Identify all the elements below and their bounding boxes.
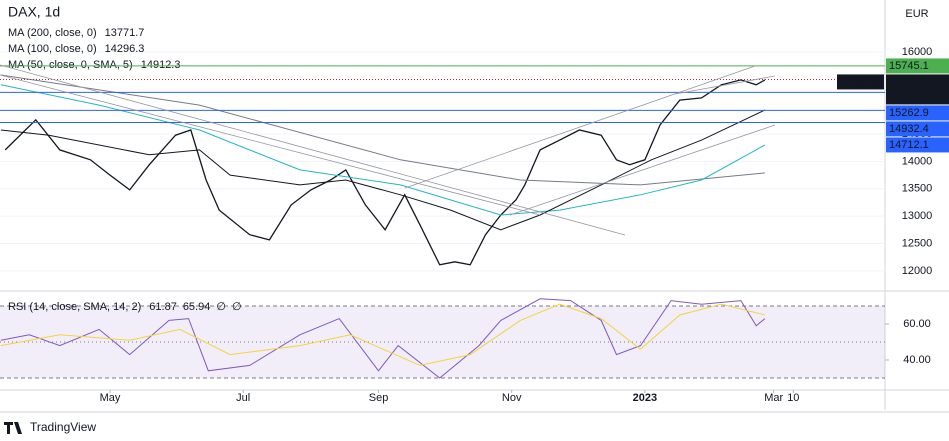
series-line [4, 79, 766, 266]
y-tick-label: 13000 [902, 210, 933, 222]
chart-layer: 12000125001300013500140001450016000MA (2… [0, 27, 949, 404]
series-line [0, 109, 766, 231]
x-tick-label: May [100, 392, 121, 404]
series-line [0, 74, 765, 186]
legend-value: 14912.3 [141, 59, 181, 71]
price-label: 14932.4 [889, 123, 929, 135]
rsi-band [0, 306, 885, 378]
x-tick-label: Mar [764, 392, 783, 404]
currency-unit: EUR [905, 8, 928, 20]
brand-name: TradingView [30, 420, 96, 434]
legend-entry: MA (200, close, 0) [8, 27, 97, 39]
channel-line [404, 65, 756, 189]
channel-line [674, 75, 776, 95]
y-tick-label: 14000 [902, 155, 933, 167]
price-label: 15745.1 [889, 60, 929, 72]
x-tick-label: Jul [236, 392, 250, 404]
y-tick-label: 12000 [902, 265, 933, 277]
series-line [0, 298, 766, 379]
y-tick-label: 13500 [902, 183, 933, 195]
series-line [0, 303, 766, 366]
price-label-bg [886, 105, 949, 121]
price-label-bg [886, 58, 949, 74]
legend-entry: MA (100, close, 0) [8, 43, 97, 55]
legend-value: 14296.3 [105, 43, 145, 55]
rsi-title: RSI (14, close, SMA, 14, 2) [8, 301, 141, 313]
price-label: 15262.9 [889, 107, 929, 119]
legend-placeholder: ∅ [232, 301, 242, 313]
x-tick-label: 10 [787, 392, 799, 404]
y-tick-label: 40.00 [903, 354, 931, 366]
trend-line [0, 64, 626, 236]
x-tick-label: Sep [369, 392, 389, 404]
symbol-badge: GRXEUR [836, 76, 883, 88]
price-label-bg [886, 121, 949, 137]
brand-logo [4, 422, 22, 434]
chart-title: DAX, 1d [8, 4, 60, 20]
y-tick-label: 16000 [902, 46, 933, 58]
trend-line [0, 74, 541, 216]
countdown: 13:25:37 [889, 90, 932, 102]
price-label-bg [886, 137, 949, 153]
legend-value: 13771.7 [105, 27, 145, 39]
legend-value: 61.87 [149, 301, 177, 313]
x-tick-label: 2023 [633, 392, 657, 404]
legend-value: 65.94 [183, 301, 211, 313]
price-label-bg [886, 74, 949, 105]
price-label: 14712.1 [889, 139, 929, 151]
channel-line [509, 124, 776, 216]
y-tick-label: 12500 [902, 237, 933, 249]
legend-placeholder: ∅ [216, 301, 226, 313]
y-tick-label: 60.00 [903, 318, 931, 330]
legend-entry: MA (50, close, 0, SMA, 5) [8, 59, 133, 71]
symbol-badge-bg [837, 74, 884, 90]
price-label: 15497.5 [889, 76, 929, 88]
series-line [0, 84, 766, 216]
x-tick-label: Nov [502, 392, 522, 404]
